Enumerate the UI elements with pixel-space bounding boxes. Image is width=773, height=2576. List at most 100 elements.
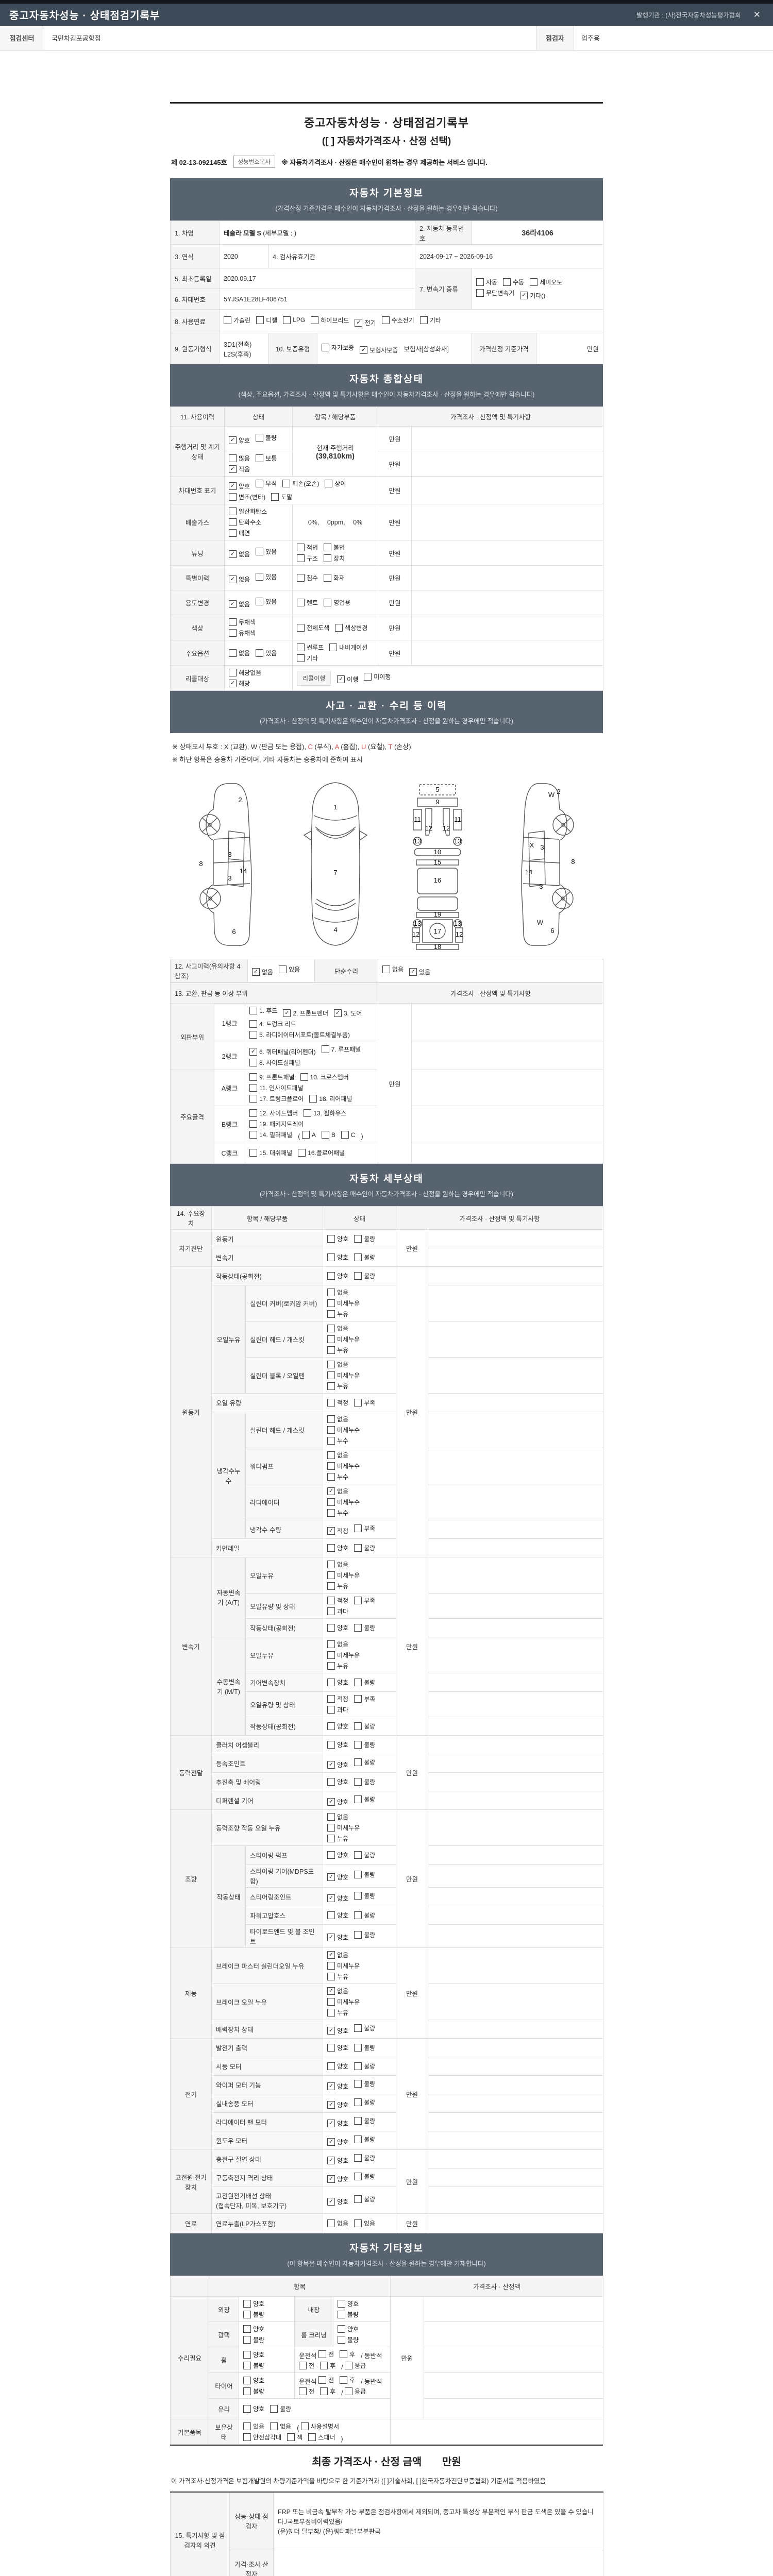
checkbox-없음[interactable]: 없음 — [270, 2422, 291, 2431]
checkbox-양호[interactable]: ✓ 양호 — [327, 1894, 348, 1903]
checkbox-미세누유[interactable]: 미세누유 — [327, 1571, 360, 1580]
checkbox-불량[interactable]: 불량 — [354, 2024, 375, 2032]
checkbox-불량[interactable]: 불량 — [338, 2335, 359, 2344]
checkbox-없음[interactable]: ✓ 없음 — [327, 1987, 348, 1995]
checkbox-양호[interactable]: ✓ 양호 — [327, 1760, 348, 1769]
checkbox-이행[interactable]: ✓ 이행 — [337, 675, 358, 684]
checkbox-잭[interactable]: 잭 — [287, 2433, 303, 2442]
checkbox-없음[interactable]: 없음 — [327, 2219, 348, 2228]
checkbox-누유[interactable]: 누유 — [327, 1582, 348, 1590]
checkbox-디젤[interactable]: 디젤 — [256, 316, 277, 325]
checkbox-불량[interactable]: 불량 — [354, 1272, 375, 1280]
checkbox-보험사보증[interactable]: ✓ 보험사보증 — [360, 346, 398, 354]
checkbox-적정[interactable]: 적정 — [327, 1596, 348, 1605]
checkbox-전[interactable]: 전 — [299, 2387, 314, 2396]
checkbox-불량[interactable]: 불량 — [243, 2335, 264, 2344]
checkbox-기타[interactable]: 기타 — [297, 654, 318, 663]
checkbox-자동[interactable]: 자동 — [476, 278, 497, 286]
checkbox-누유[interactable]: 누유 — [327, 1662, 348, 1670]
checkbox-누수[interactable]: 누수 — [327, 1436, 348, 1445]
checkbox-C[interactable]: C — [341, 1131, 356, 1139]
checkbox-불량[interactable]: 불량 — [354, 2135, 375, 2144]
checkbox-후[interactable]: 후 — [340, 2350, 355, 2359]
checkbox-불량[interactable]: 불량 — [270, 2404, 291, 2413]
checkbox-양호[interactable]: ✓ 양호 — [327, 2138, 348, 2146]
checkbox-변조(변타)[interactable]: 변조(변타) — [229, 493, 265, 501]
checkbox-누유[interactable]: 누유 — [327, 1310, 348, 1318]
checkbox-19. 패키지트레이[interactable]: 19. 패키지트레이 — [249, 1120, 304, 1128]
checkbox-불량[interactable]: 불량 — [354, 1253, 375, 1262]
checkbox-11. 인사이드패널[interactable]: 11. 인사이드패널 — [249, 1083, 303, 1092]
checkbox-미세누수[interactable]: 미세누수 — [327, 1426, 360, 1434]
checkbox-불량[interactable]: 불량 — [243, 2387, 264, 2396]
checkbox-1. 후드[interactable]: 1. 후드 — [249, 1006, 277, 1015]
checkbox-양호[interactable]: 양호 — [327, 1678, 348, 1687]
checkbox-17. 트렁크플로어[interactable]: 17. 트렁크플로어 — [249, 1094, 304, 1103]
checkbox-양호[interactable]: ✓ 양호 — [327, 2119, 348, 2128]
checkbox-없음[interactable]: 없음 — [327, 1360, 348, 1369]
checkbox-기타()[interactable]: ✓ 기타() — [520, 291, 545, 300]
checkbox-미세누유[interactable]: 미세누유 — [327, 1997, 360, 2006]
checkbox-누유[interactable]: 누유 — [327, 1382, 348, 1391]
checkbox-누수[interactable]: 누수 — [327, 1509, 348, 1517]
checkbox-수동[interactable]: 수동 — [503, 278, 524, 286]
checkbox-미세누유[interactable]: 미세누유 — [327, 1961, 360, 1970]
checkbox-불량[interactable]: 불량 — [354, 1930, 375, 1939]
checkbox-양호[interactable]: 양호 — [327, 1851, 348, 1859]
checkbox-양호[interactable]: 양호 — [327, 1623, 348, 1632]
checkbox-7. 루프패널[interactable]: 7. 루프패널 — [321, 1045, 361, 1054]
checkbox-과다[interactable]: 과다 — [327, 1607, 348, 1616]
checkbox-양호[interactable]: 양호 — [327, 1544, 348, 1552]
checkbox-양호[interactable]: 양호 — [327, 1722, 348, 1731]
checkbox-양호[interactable]: ✓ 양호 — [327, 2197, 348, 2206]
checkbox-도말[interactable]: 도말 — [271, 493, 292, 501]
checkbox-있음[interactable]: 있음 — [256, 597, 277, 606]
checkbox-가솔린[interactable]: 가솔린 — [224, 316, 250, 325]
checkbox-양호[interactable]: 양호 — [327, 1777, 348, 1786]
checkbox-부족[interactable]: 부족 — [354, 1524, 375, 1533]
checkbox-있음[interactable]: 있음 — [256, 572, 277, 581]
checkbox-불량[interactable]: 불량 — [354, 2098, 375, 2107]
checkbox-불량[interactable]: 불량 — [354, 1544, 375, 1552]
checkbox-있음[interactable]: 있음 — [279, 965, 300, 974]
checkbox-2. 프론트펜더[interactable]: ✓ 2. 프론트펜더 — [283, 1009, 328, 1018]
checkbox-불량[interactable]: 불량 — [354, 1891, 375, 1900]
checkbox-8. 사이드실패널[interactable]: 8. 사이드실패널 — [249, 1058, 300, 1067]
checkbox-A[interactable]: A — [301, 1131, 316, 1139]
checkbox-불량[interactable]: 불량 — [354, 2116, 375, 2125]
checkbox-없음[interactable]: ✓ 없음 — [327, 1487, 348, 1496]
checkbox-썬루프[interactable]: 썬루프 — [297, 643, 324, 652]
checkbox-부족[interactable]: 부족 — [354, 1596, 375, 1605]
checkbox-LPG[interactable]: LPG — [283, 316, 305, 324]
checkbox-적정[interactable]: 적정 — [327, 1398, 348, 1407]
checkbox-화재[interactable]: 화재 — [324, 573, 345, 582]
checkbox-있음[interactable]: 있음 — [354, 2219, 375, 2228]
checkbox-전기[interactable]: ✓ 전기 — [355, 318, 376, 327]
checkbox-양호[interactable]: ✓ 양호 — [229, 436, 250, 445]
checkbox-있음[interactable]: 있음 — [256, 649, 277, 657]
checkbox-일산화탄소[interactable]: 일산화탄소 — [229, 507, 267, 516]
checkbox-보통[interactable]: 보통 — [256, 454, 277, 463]
checkbox-누수[interactable]: 누수 — [327, 1472, 348, 1481]
checkbox-미세누유[interactable]: 미세누유 — [327, 1823, 360, 1832]
checkbox-스패너[interactable]: 스패너 — [308, 2433, 335, 2442]
checkbox-상이[interactable]: 상이 — [325, 479, 346, 488]
checkbox-해당[interactable]: ✓ 해당 — [229, 679, 250, 688]
checkbox-양호[interactable]: ✓ 양호 — [327, 2026, 348, 2035]
checkbox-없음[interactable]: 없음 — [327, 1640, 348, 1649]
copy-number-button[interactable]: 성능번호복사 — [233, 156, 275, 168]
checkbox-불량[interactable]: 불량 — [243, 2310, 264, 2319]
checkbox-전[interactable]: 전 — [318, 2376, 334, 2384]
checkbox-없음[interactable]: 없음 — [327, 1415, 348, 1423]
checkbox-양호[interactable]: 양호 — [327, 1234, 348, 1243]
checkbox-색상변경[interactable]: 색상변경 — [335, 623, 367, 632]
checkbox-양호[interactable]: 양호 — [243, 2299, 264, 2308]
checkbox-후[interactable]: 후 — [340, 2376, 355, 2384]
checkbox-안전삼각대[interactable]: 안전삼각대 — [243, 2433, 281, 2442]
checkbox-과다[interactable]: 과다 — [327, 1705, 348, 1714]
checkbox-내비게이션[interactable]: 내비게이션 — [329, 643, 367, 652]
checkbox-없음[interactable]: 없음 — [327, 1451, 348, 1460]
checkbox-양호[interactable]: 양호 — [327, 1253, 348, 1262]
checkbox-불량[interactable]: 불량 — [354, 1870, 375, 1879]
checkbox-하이브리드[interactable]: 하이브리드 — [311, 316, 349, 325]
